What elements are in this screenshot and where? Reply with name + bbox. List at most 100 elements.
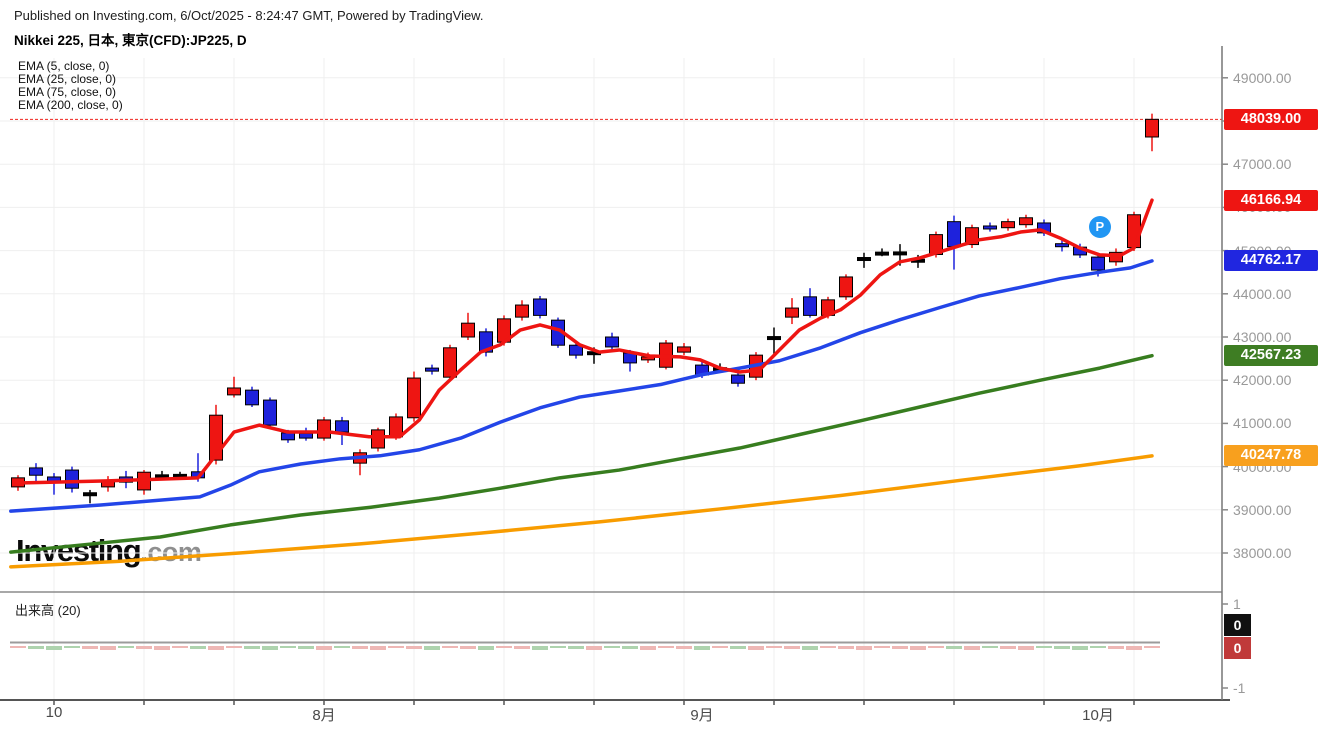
volume-axis-label: 1: [1233, 596, 1241, 612]
candle-body: [857, 257, 871, 262]
ema-line-5: [16, 198, 1154, 485]
candle-body: [767, 336, 781, 341]
legend-ema75: EMA (75, close, 0): [18, 85, 117, 99]
candle-body: [983, 225, 997, 230]
legend-ema200: EMA (200, close, 0): [18, 98, 123, 112]
volume-bar: [928, 646, 944, 648]
volume-bar: [766, 646, 782, 648]
volume-bar: [532, 646, 548, 650]
volume-bar: [730, 646, 746, 649]
price-axis-label: 39000.00: [1233, 501, 1292, 518]
candle-body: [281, 432, 295, 441]
volume-bar: [316, 646, 332, 650]
price-axis-label: 49000.00: [1233, 69, 1292, 86]
ema25-value-badge: 44762.17: [1224, 250, 1318, 272]
price-axis-label: 44000.00: [1233, 285, 1292, 302]
volume-bar: [910, 646, 926, 650]
price-axis-label: 38000.00: [1233, 545, 1292, 561]
volume-bar: [226, 646, 242, 648]
volume-bar: [784, 646, 800, 649]
candle-body: [731, 374, 745, 384]
position-marker-icon: P: [1088, 215, 1111, 238]
candle-body: [227, 387, 241, 396]
volume-bar: [442, 646, 458, 648]
volume-bar: [1036, 646, 1052, 648]
candle-body: [803, 296, 817, 316]
price-axis-label: 47000.00: [1233, 156, 1292, 173]
volume-bar: [64, 646, 80, 648]
price-axis: 49000.0048000.0047000.0046000.0045000.00…: [1222, 0, 1318, 730]
volume-bar: [712, 646, 728, 648]
chart-canvas: [0, 46, 1230, 705]
volume-bar: [694, 646, 710, 650]
price-axis-label: 41000.00: [1233, 415, 1292, 432]
volume-bar: [244, 646, 260, 649]
candle-body: [407, 377, 421, 419]
volume-bar: [658, 646, 674, 648]
volume-bar: [352, 646, 368, 649]
time-axis-label: 10月: [1082, 707, 1114, 724]
candle-body: [263, 399, 277, 426]
volume-bar: [820, 646, 836, 648]
volume-bar: [1108, 646, 1124, 649]
volume-axis-label: -1: [1233, 680, 1246, 696]
volume-bar: [550, 646, 566, 648]
candle-body: [947, 221, 961, 248]
volume-bar: [892, 646, 908, 649]
time-axis-label: 10: [45, 704, 63, 721]
price-axis-label: 43000.00: [1233, 329, 1292, 345]
volume-bar: [640, 646, 656, 650]
volume-bar: [280, 646, 296, 648]
ema-legend: EMA (5, close, 0) EMA (25, close, 0) EMA…: [18, 60, 123, 112]
candle-body: [1091, 256, 1105, 271]
volume-bar: [1090, 646, 1106, 648]
volume-bar: [1072, 646, 1088, 650]
volume-bar: [1126, 646, 1142, 650]
volume-bar: [622, 646, 638, 649]
candle-body: [479, 331, 493, 353]
candle-body: [443, 347, 457, 378]
candle-body: [335, 420, 349, 433]
volume-bar: [1144, 646, 1160, 648]
volume-bar: [1018, 646, 1034, 650]
volume-bar: [118, 646, 134, 648]
volume-bar: [946, 646, 962, 649]
volume-bar: [10, 646, 26, 648]
volume-pane-label: 出来高 (20): [15, 603, 81, 618]
volume-bar: [856, 646, 872, 650]
candle-body: [317, 419, 331, 439]
volume-bar: [298, 646, 314, 649]
candle-body: [785, 307, 799, 318]
candle-body: [1145, 118, 1159, 138]
volume-bar: [802, 646, 818, 650]
candle-body: [1001, 221, 1015, 229]
candle-body: [65, 469, 79, 489]
volume-bar: [568, 646, 584, 649]
volume-bar: [1054, 646, 1070, 649]
chart-title: Nikkei 225, 日本, 東京(CFD):JP225, D: [14, 33, 247, 48]
volume-bar: [100, 646, 116, 650]
volume-bar: [388, 646, 404, 648]
volume-bar: [496, 646, 512, 648]
candle-body: [1019, 217, 1033, 226]
volume-bar: [478, 646, 494, 650]
volume-value-badge: 0: [1224, 637, 1251, 659]
volume-bar: [982, 646, 998, 648]
candle-body: [839, 276, 853, 298]
ema75-value-badge: 42567.23: [1224, 345, 1318, 367]
volume-bar: [370, 646, 386, 650]
volume-bar: [46, 646, 62, 650]
volume-bar: [190, 646, 206, 649]
volume-bar: [460, 646, 476, 649]
volume-bar: [82, 646, 98, 649]
candle-body: [299, 432, 313, 439]
ema-line-200: [9, 454, 1154, 569]
candle-body: [533, 298, 547, 316]
time-axis-label: 8月: [312, 707, 336, 724]
volume-bar: [334, 646, 350, 648]
volume-bar: [262, 646, 278, 650]
ema-line-75: [9, 353, 1154, 554]
volume-bar: [154, 646, 170, 650]
time-axis-label: 9月: [690, 707, 714, 724]
